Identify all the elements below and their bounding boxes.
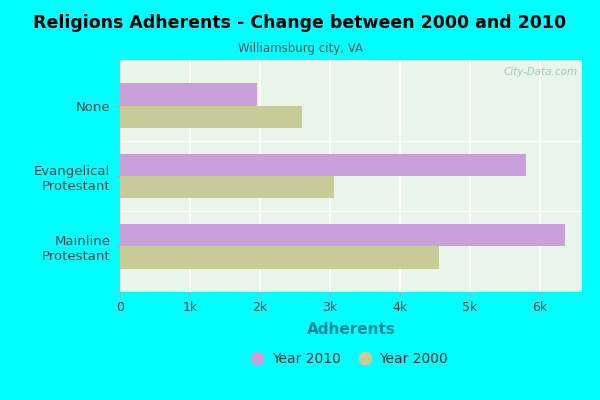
Bar — [120, 83, 257, 106]
Bar — [120, 106, 302, 128]
Text: City-Data.com: City-Data.com — [503, 67, 577, 77]
Bar — [120, 224, 565, 246]
Text: Williamsburg city, VA: Williamsburg city, VA — [238, 42, 362, 55]
Bar — [120, 246, 439, 269]
X-axis label: Adherents: Adherents — [307, 322, 395, 337]
Bar — [120, 154, 526, 176]
Text: Religions Adherents - Change between 2000 and 2010: Religions Adherents - Change between 200… — [34, 14, 566, 32]
Legend: Year 2010, Year 2000: Year 2010, Year 2000 — [247, 345, 455, 373]
Bar — [120, 176, 334, 198]
